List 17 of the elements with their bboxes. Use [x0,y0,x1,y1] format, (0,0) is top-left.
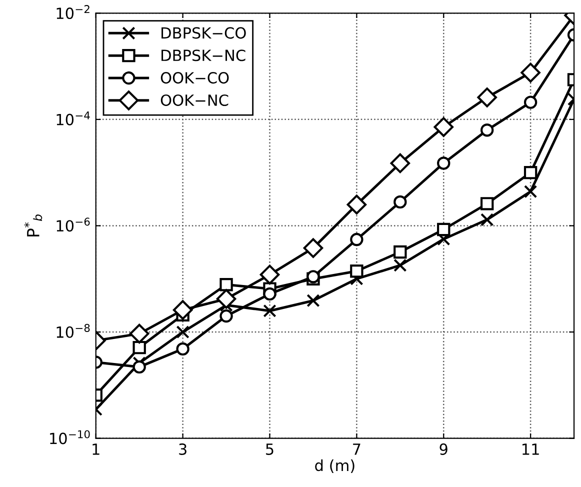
x-tick-label: 7 [353,444,360,455]
legend-label: OOK−NC [160,94,228,106]
y-tick-label: 10$^{−2}$ [56,5,90,20]
y-tick-label: 10$^{−6}$ [56,218,90,232]
legend-label: DBPSK−CO [162,27,246,39]
x-tick-label: 5 [266,444,274,455]
y-tick-label: 10$^{−10}$ [50,430,90,444]
x-axis-title: d (m) [315,459,354,473]
x-tick-label: 9 [440,443,448,455]
x-tick-label: 3 [179,443,186,455]
y-tick-label: 10$^{−8}$ [56,324,90,338]
x-tick-label: 1 [92,444,100,455]
legend-label: OOK−CO [160,72,229,84]
x-tick-label: 11 [522,444,539,455]
y-tick-label: 10$^{−4}$ [56,111,90,126]
y-axis-title: P$^{*}$$_{b}$ [24,214,42,236]
legend-label: DBPSK−NC [162,50,246,62]
